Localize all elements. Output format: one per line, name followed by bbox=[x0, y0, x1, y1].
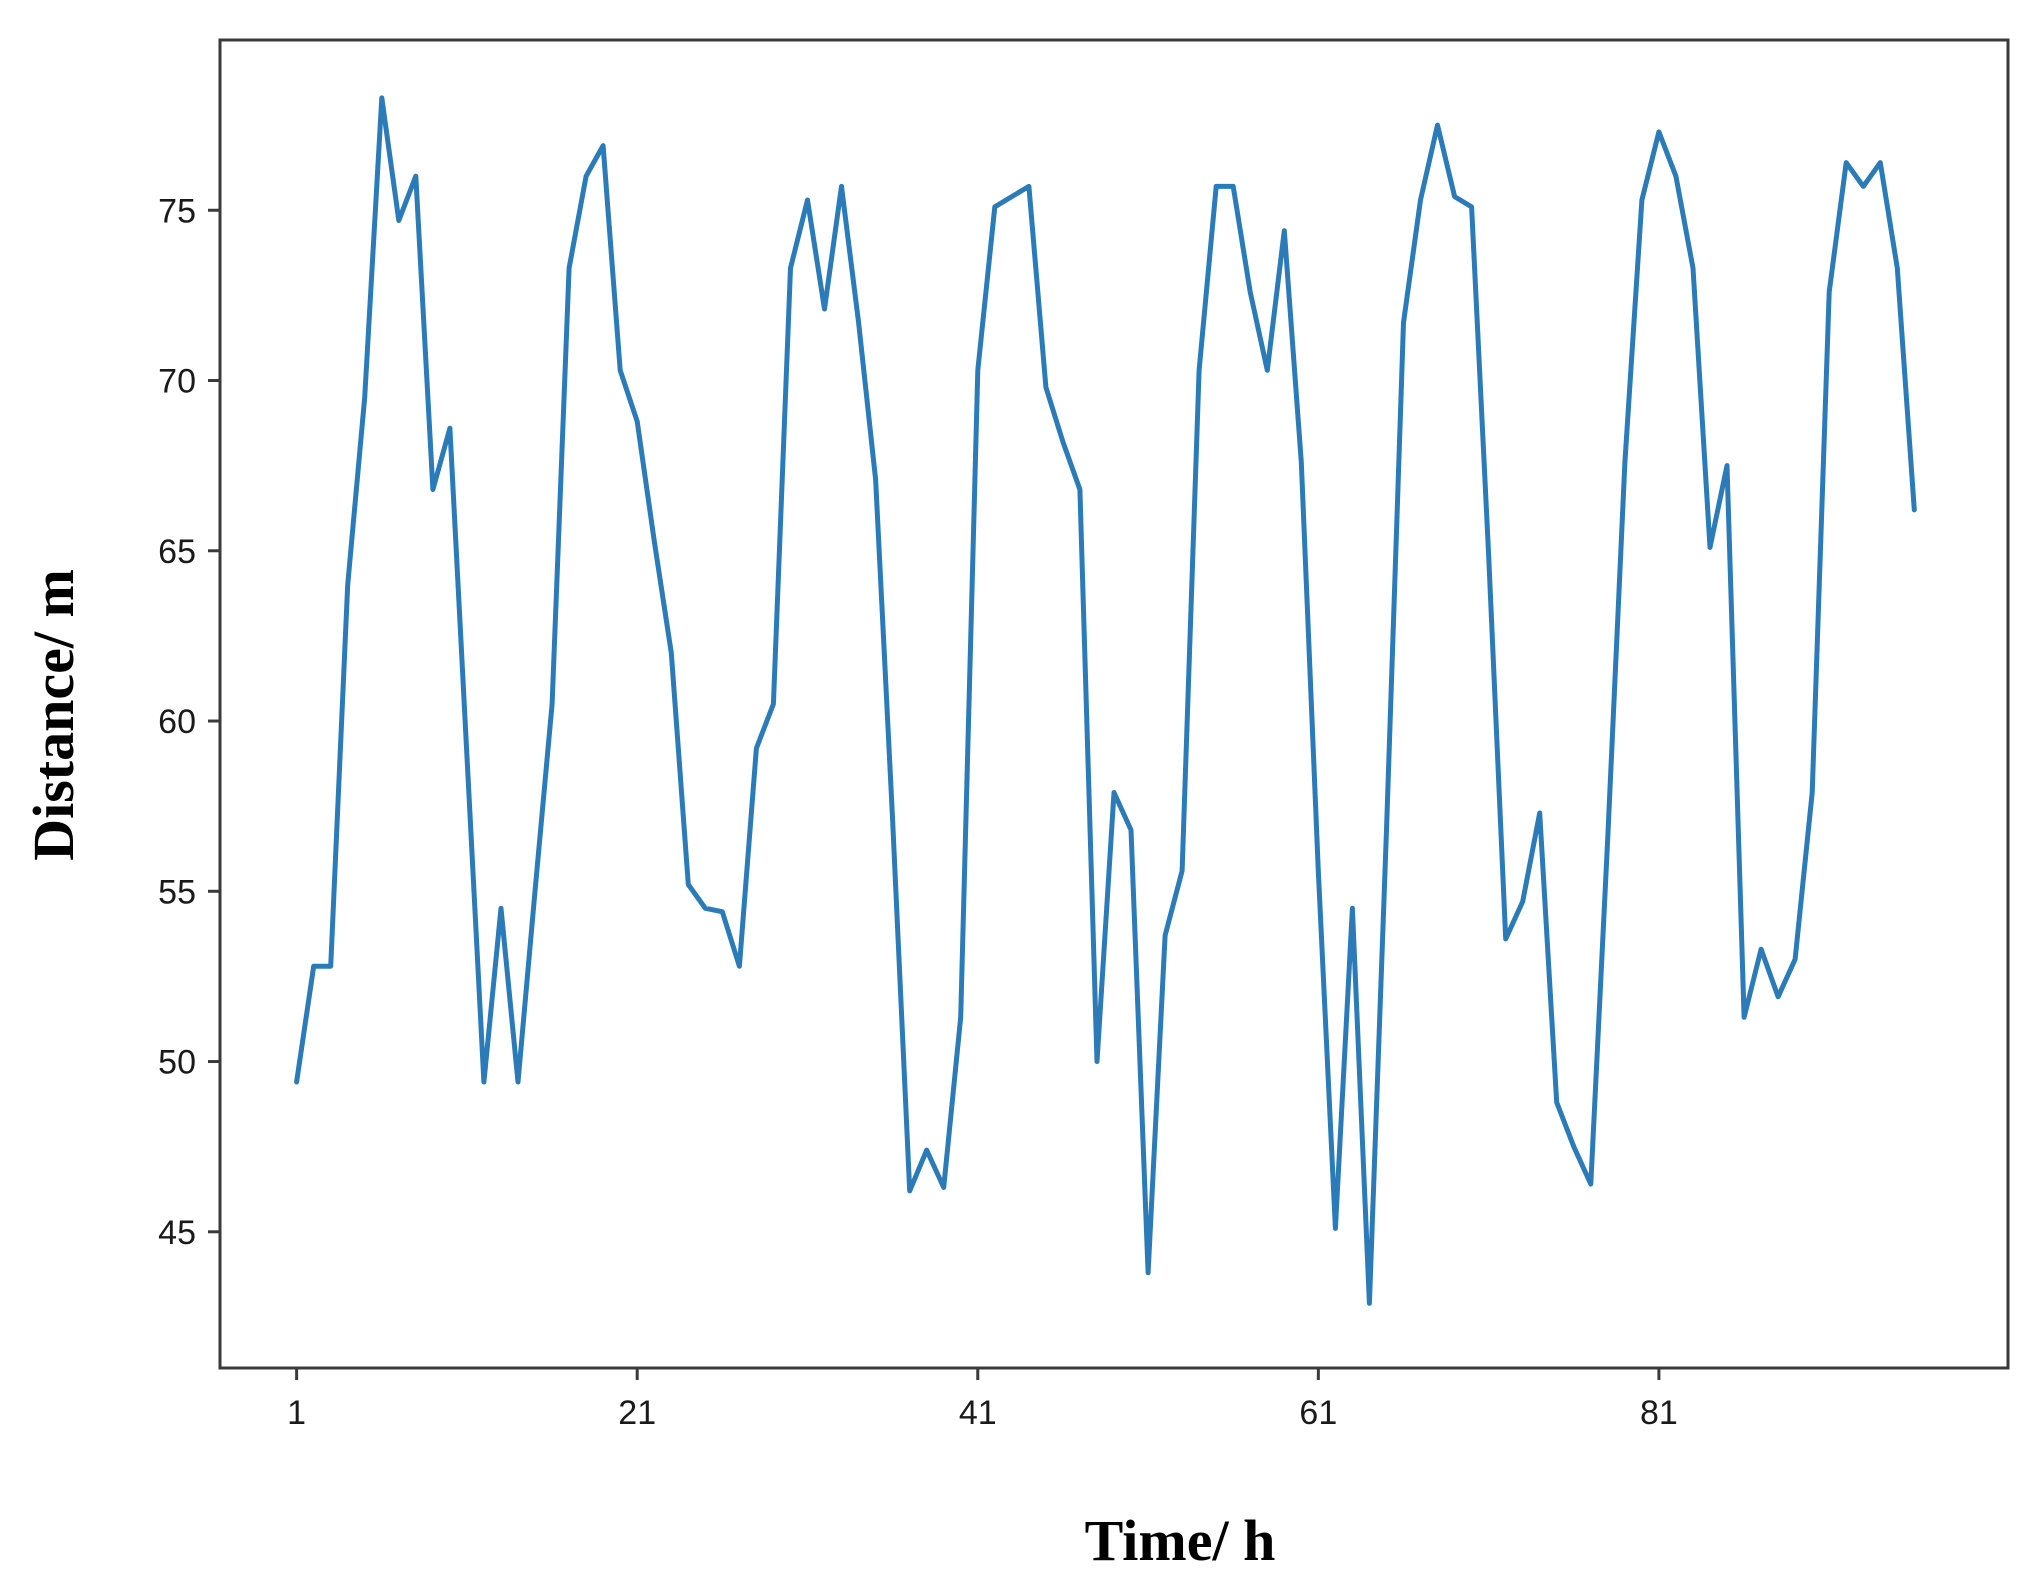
y-tick-label: 70 bbox=[158, 363, 196, 401]
y-tick-label: 60 bbox=[158, 703, 196, 741]
y-tick-label: 65 bbox=[158, 533, 196, 571]
y-axis-title: Distance/ m bbox=[21, 569, 86, 861]
y-tick-label: 55 bbox=[158, 873, 196, 911]
y-tick-label: 45 bbox=[158, 1214, 196, 1252]
x-tick-label: 81 bbox=[1640, 1394, 1678, 1432]
x-tick-label: 21 bbox=[618, 1394, 656, 1432]
x-axis-ticks: 1 21 41 61 81 bbox=[287, 1368, 1678, 1432]
y-axis-ticks: 45 50 55 60 65 70 75 bbox=[158, 192, 220, 1252]
x-axis-title: Time/ h bbox=[1085, 1508, 1276, 1573]
x-tick-label: 41 bbox=[959, 1394, 997, 1432]
x-tick-label: 1 bbox=[287, 1394, 306, 1432]
x-tick-label: 61 bbox=[1299, 1394, 1337, 1432]
y-tick-label: 75 bbox=[158, 192, 196, 230]
plot-area bbox=[218, 38, 2010, 1370]
series-line bbox=[294, 95, 1917, 1306]
y-tick-label: 50 bbox=[158, 1044, 196, 1082]
